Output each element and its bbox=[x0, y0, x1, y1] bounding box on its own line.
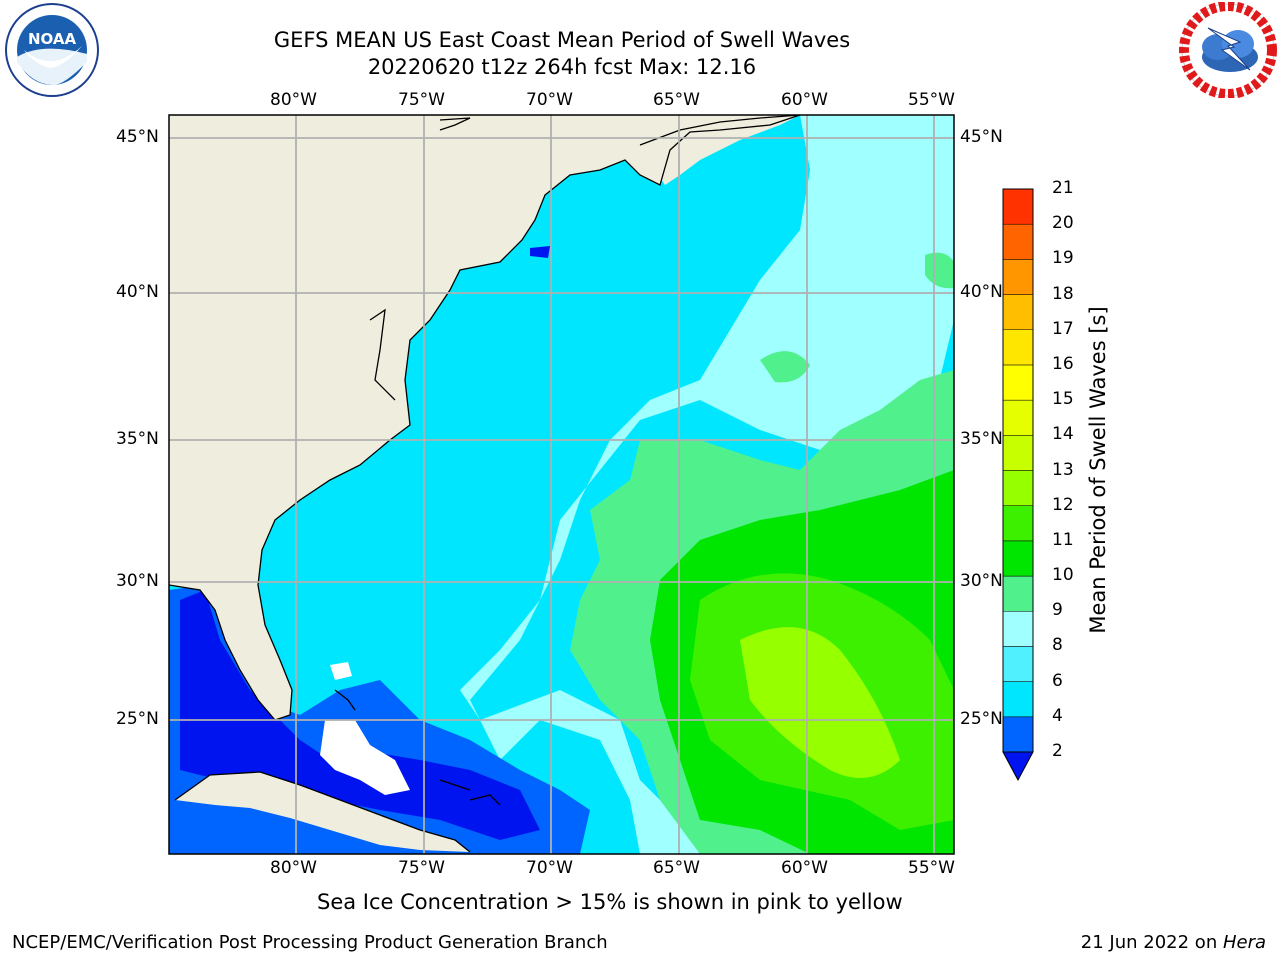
lat-label-right: 40°N bbox=[960, 282, 1003, 302]
lon-label-top: 60°W bbox=[781, 90, 828, 110]
land-north-america bbox=[169, 115, 800, 720]
footer-date: 21 Jun 2022 on Hera bbox=[1081, 932, 1266, 953]
field-8-9s bbox=[460, 115, 954, 854]
colorbar-swatch bbox=[1002, 294, 1034, 330]
lon-label-top: 80°W bbox=[270, 90, 317, 110]
bahamas-banks bbox=[320, 720, 410, 795]
lon-label-bottom: 65°W bbox=[653, 858, 700, 878]
colorbar-tick-label: 12 bbox=[1052, 494, 1074, 515]
lon-label-top: 55°W bbox=[908, 90, 955, 110]
footer-credit: NCEP/EMC/Verification Post Processing Pr… bbox=[12, 932, 608, 953]
colorbar-swatch bbox=[1002, 646, 1034, 682]
colorbar-tick-label: 6 bbox=[1052, 670, 1063, 691]
lat-label-right: 35°N bbox=[960, 429, 1003, 449]
colorbar-swatch bbox=[1002, 329, 1034, 366]
colorbar-tick-label: 4 bbox=[1052, 705, 1063, 726]
colorbar-tick-label: 20 bbox=[1052, 213, 1074, 234]
chart-subtitle: 20220620 t12z 264h fcst Max: 12.16 bbox=[367, 55, 757, 79]
nws-logo-icon bbox=[1179, 2, 1277, 98]
colorbar-swatch bbox=[1002, 575, 1034, 612]
lon-label-top: 75°W bbox=[398, 90, 445, 110]
lat-label-left: 45°N bbox=[116, 127, 159, 147]
sea-ice-note: Sea Ice Concentration > 15% is shown in … bbox=[317, 890, 903, 914]
colorbar-extend-triangle bbox=[1002, 751, 1034, 782]
lat-label-right: 30°N bbox=[960, 571, 1003, 591]
colorbar-tick-label: 16 bbox=[1052, 353, 1074, 374]
colorbar-swatch bbox=[1002, 188, 1034, 225]
colorbar-swatch bbox=[1002, 364, 1034, 401]
colorbar-swatch bbox=[1002, 540, 1034, 577]
colorbar-swatch bbox=[1002, 681, 1034, 718]
lon-label-top: 70°W bbox=[526, 90, 573, 110]
colorbar-swatch bbox=[1002, 611, 1034, 647]
svg-text:NOAA: NOAA bbox=[28, 30, 77, 48]
colorbar-tick-label: 17 bbox=[1052, 318, 1074, 339]
lon-label-bottom: 80°W bbox=[270, 858, 317, 878]
footer-machine: Hera bbox=[1222, 932, 1266, 953]
land-cuba bbox=[175, 772, 470, 852]
colorbar-swatch bbox=[1002, 435, 1034, 471]
lon-label-bottom: 55°W bbox=[908, 858, 955, 878]
colorbar-tick-label: 8 bbox=[1052, 635, 1063, 656]
colorbar-tick-label: 18 bbox=[1052, 283, 1074, 304]
lat-label-right: 25°N bbox=[960, 709, 1003, 729]
lon-label-bottom: 70°W bbox=[526, 858, 573, 878]
colorbar-tick-label: 9 bbox=[1052, 600, 1063, 621]
colorbar-tick-label: 11 bbox=[1052, 529, 1074, 550]
colorbar-swatch bbox=[1002, 223, 1034, 260]
colorbar-swatch bbox=[1002, 399, 1034, 436]
field-12s bbox=[740, 627, 900, 778]
lat-label-left: 30°N bbox=[116, 571, 159, 591]
colorbar-swatch bbox=[1002, 716, 1034, 753]
colorbar-tick-label: 2 bbox=[1052, 741, 1063, 761]
lon-label-top: 65°W bbox=[653, 90, 700, 110]
colorbar-swatch bbox=[1002, 470, 1034, 506]
colorbar-tick-label: 10 bbox=[1052, 565, 1074, 586]
lat-label-left: 25°N bbox=[116, 709, 159, 729]
lat-label-left: 35°N bbox=[116, 429, 159, 449]
footer-date-text: 21 Jun 2022 on bbox=[1080, 932, 1223, 953]
colorbar-swatch bbox=[1002, 505, 1034, 542]
colorbar-swatch bbox=[1002, 259, 1034, 295]
colorbar-tick-label: 13 bbox=[1052, 459, 1074, 480]
colorbar-tick-label: 19 bbox=[1052, 248, 1074, 269]
lon-label-bottom: 75°W bbox=[398, 858, 445, 878]
colorbar-tick-label: 14 bbox=[1052, 424, 1074, 445]
colorbar-tick-label: 21 bbox=[1052, 178, 1074, 198]
chart-title: GEFS MEAN US East Coast Mean Period of S… bbox=[273, 28, 851, 52]
colorbar-tick-label: 15 bbox=[1052, 389, 1074, 410]
colorbar-label: Mean Period of Swell Waves [s] bbox=[1086, 306, 1110, 634]
lat-label-left: 40°N bbox=[116, 282, 159, 302]
noaa-logo-icon: NOAA bbox=[5, 3, 99, 97]
lon-label-bottom: 60°W bbox=[781, 858, 828, 878]
lat-label-right: 45°N bbox=[960, 127, 1003, 147]
